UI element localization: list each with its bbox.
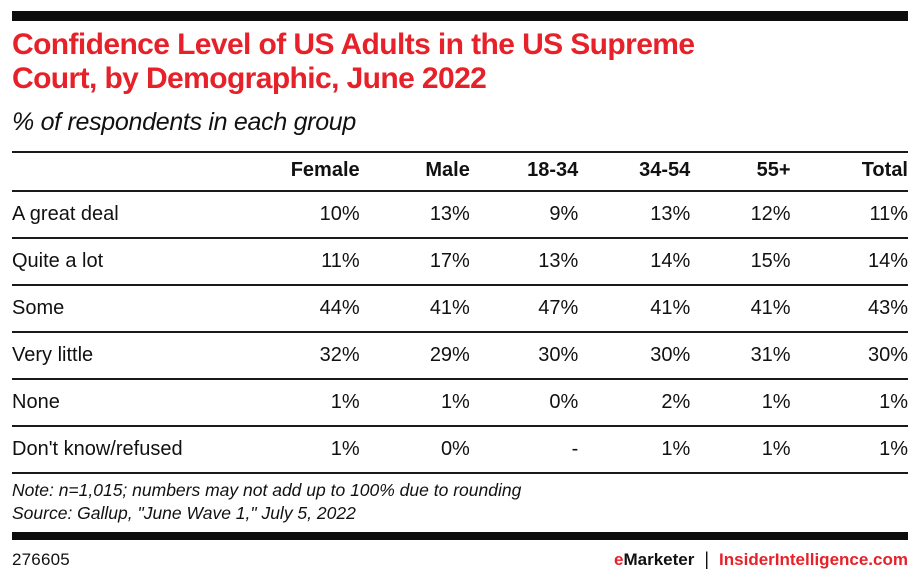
cell-value: 1% <box>790 426 908 474</box>
source-text: Source: Gallup, "June Wave 1," July 5, 2… <box>12 503 356 523</box>
cell-value: 11% <box>244 238 360 286</box>
chart-id: 276605 <box>12 549 70 569</box>
table-row: Don't know/refused 1% 0% -1% 1% 1% <box>12 426 908 474</box>
bottom-rule-bar <box>12 532 908 540</box>
cell-value: 1% <box>690 426 791 474</box>
row-label: Quite a lot <box>12 238 245 286</box>
cell-value: 2% <box>578 379 691 427</box>
title-line-2: Court, by Demographic, June 2022 <box>12 62 487 95</box>
table-row: Some 44% 41% 47% 41% 41% 43% <box>12 285 908 333</box>
row-label: A great deal <box>12 191 245 239</box>
cell-value: 1% <box>790 379 908 427</box>
cell-value: 10% <box>244 191 360 239</box>
column-header: 34-54 <box>578 151 691 192</box>
page-title: Confidence Level of US Adults in the US … <box>12 28 908 96</box>
footer-separator: | <box>704 549 710 569</box>
cell-value: 41% <box>578 285 691 333</box>
cell-value: 1% <box>578 426 691 474</box>
emarketer-logo-rest: Marketer <box>623 549 695 569</box>
cell-value: 13% <box>359 191 470 239</box>
cell-value: 17% <box>359 238 470 286</box>
table-row: None 1% 1% 0% 2% 1% 1% <box>12 379 908 427</box>
column-header: 18-34 <box>469 151 579 192</box>
notes-block: Note: n=1,015; numbers may not add up to… <box>12 479 908 525</box>
cell-value: 13% <box>578 191 691 239</box>
column-header: Total <box>790 151 908 192</box>
top-rule-bar <box>12 11 908 21</box>
cell-value: 1% <box>359 379 470 427</box>
cell-value: 32% <box>244 332 360 380</box>
cell-value: 43% <box>790 285 908 333</box>
column-header: 55+ <box>690 151 791 192</box>
cell-value: 31% <box>690 332 791 380</box>
cell-value: 1% <box>244 379 360 427</box>
chart-subtitle: % of respondents in each group <box>12 108 357 136</box>
cell-value: 1% <box>244 426 360 474</box>
cell-value: 30% <box>469 332 579 380</box>
insider-intelligence-link[interactable]: InsiderIntelligence.com <box>719 549 908 569</box>
table-row: A great deal 10% 13% 9% 13% 12% 11% <box>12 191 908 239</box>
table-body: A great deal 10% 13% 9% 13% 12% 11% Quite a lot… <box>12 191 908 474</box>
cell-value: 0% <box>469 379 579 427</box>
emarketer-logo: eMarketer <box>614 550 694 570</box>
table-row: Quite a lot 11% 17% 13% 14% 15% 14% <box>12 238 908 286</box>
row-label: Don't know/refused <box>12 426 245 474</box>
emarketer-logo-e: e <box>614 549 624 569</box>
title-line-1: Confidence Level of US Adults in the US … <box>12 28 695 61</box>
table-corner-cell <box>12 151 245 192</box>
cell-value: 44% <box>244 285 360 333</box>
brand-block: eMarketer | InsiderIntelligence.com <box>614 549 908 570</box>
table-header-row: Female Male 18-34 34-54 55+ Total <box>12 151 908 192</box>
cell-value: 15% <box>690 238 791 286</box>
table-row: Very little 32% 29% 30% 30% 31% 30% <box>12 332 908 380</box>
cell-value: 29% <box>359 332 470 380</box>
cell-value: 14% <box>790 238 908 286</box>
row-label: None <box>12 379 245 427</box>
cell-value: 41% <box>690 285 791 333</box>
note-text: Note: n=1,015; numbers may not add up to… <box>12 480 522 500</box>
column-header: Male <box>359 151 470 192</box>
cell-value: 47% <box>469 285 579 333</box>
column-header: Female <box>244 151 360 192</box>
cell-value: - <box>469 426 579 474</box>
row-label: Very little <box>12 332 245 380</box>
cell-value: 0% <box>359 426 470 474</box>
cell-value: 12% <box>690 191 791 239</box>
cell-value: 14% <box>578 238 691 286</box>
cell-value: 30% <box>790 332 908 380</box>
demographic-table: Female Male 18-34 34-54 55+ Total A great dea… <box>12 151 908 474</box>
footer: 276605 eMarketer | InsiderIntelligence.c… <box>12 549 908 570</box>
cell-value: 41% <box>359 285 470 333</box>
cell-value: 9% <box>469 191 579 239</box>
cell-value: 13% <box>469 238 579 286</box>
row-label: Some <box>12 285 245 333</box>
cell-value: 30% <box>578 332 691 380</box>
cell-value: 11% <box>790 191 908 239</box>
cell-value: 1% <box>690 379 791 427</box>
